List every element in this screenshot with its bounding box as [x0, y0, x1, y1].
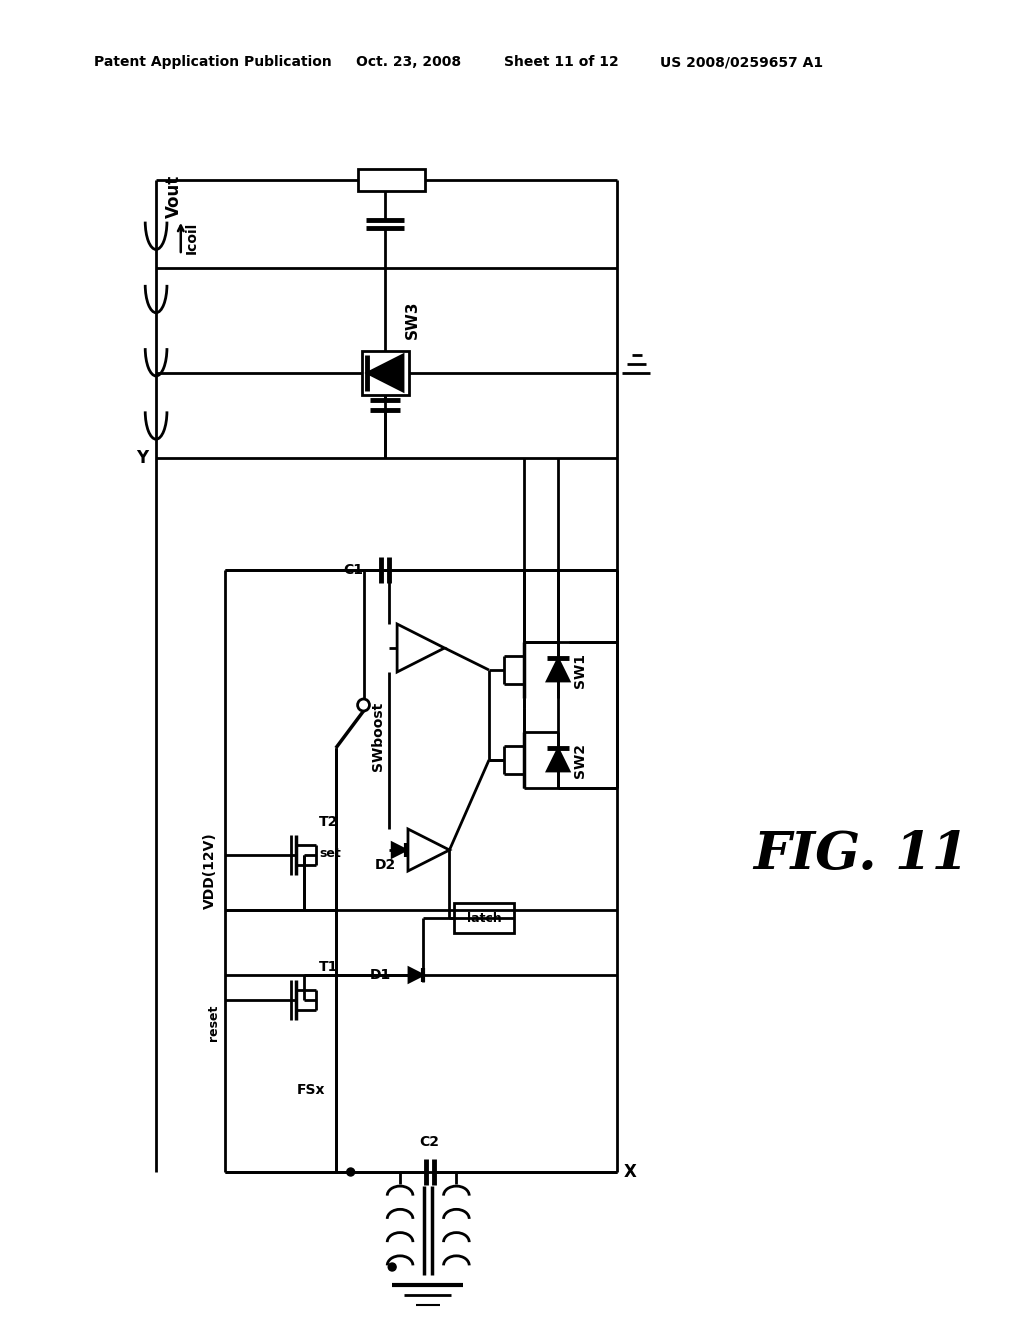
Circle shape [388, 1263, 396, 1271]
Text: Y: Y [136, 449, 148, 467]
Polygon shape [408, 829, 450, 871]
Text: latch: latch [467, 912, 502, 924]
Text: set: set [319, 847, 341, 861]
Text: Patent Application Publication: Patent Application Publication [94, 55, 332, 69]
Text: T2: T2 [319, 814, 339, 829]
Polygon shape [409, 968, 423, 982]
Text: SW1: SW1 [573, 652, 587, 688]
Text: Sheet 11 of 12: Sheet 11 of 12 [504, 55, 618, 69]
Text: SW3: SW3 [406, 301, 420, 339]
Polygon shape [368, 355, 403, 391]
Text: X: X [624, 1163, 636, 1181]
Text: FSx: FSx [296, 1082, 325, 1097]
Polygon shape [547, 659, 569, 681]
Circle shape [357, 700, 370, 711]
Text: SW2: SW2 [573, 742, 587, 777]
Text: Vout: Vout [165, 176, 183, 218]
Polygon shape [397, 624, 444, 672]
Circle shape [347, 1168, 354, 1176]
Polygon shape [547, 748, 569, 771]
Text: SWboost: SWboost [372, 701, 385, 771]
Text: D1: D1 [370, 968, 391, 982]
Text: D2: D2 [375, 858, 396, 873]
Bar [361, 351, 409, 395]
Text: VDD(12V): VDD(12V) [204, 833, 217, 909]
Bar [455, 903, 514, 933]
Text: T1: T1 [319, 960, 339, 974]
Text: C1: C1 [343, 564, 364, 577]
Text: FIG. 11: FIG. 11 [753, 829, 969, 880]
Text: Icoil: Icoil [184, 222, 199, 253]
Bar [357, 169, 425, 191]
Polygon shape [392, 843, 406, 857]
Text: reset: reset [207, 1005, 220, 1041]
Text: Oct. 23, 2008: Oct. 23, 2008 [355, 55, 461, 69]
Text: US 2008/0259657 A1: US 2008/0259657 A1 [659, 55, 823, 69]
Text: C2: C2 [420, 1135, 439, 1148]
